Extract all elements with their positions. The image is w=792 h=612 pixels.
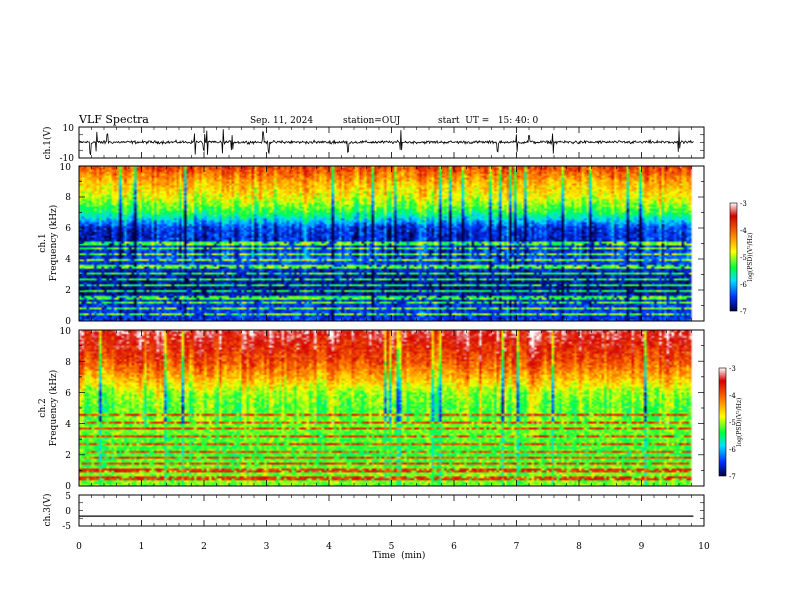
- ch3-ylabel: ch.3(V): [42, 494, 53, 527]
- ch1-waveform-panel: 10 -10 ch.1(V): [42, 124, 705, 164]
- ch1-colorbar-label: log(PSD)(V²/Hz): [747, 233, 754, 282]
- ch1-colorbar-tick-7: -7: [740, 308, 747, 316]
- x-tick-label: 3: [264, 542, 270, 552]
- ch2-colorbar-tick-3: -3: [729, 365, 736, 373]
- ch2-spec-ytick-4: 4: [65, 420, 71, 430]
- ch2-colorbar: -3 -4 -5 -6 -7 log(PSD)(V²/Hz): [718, 365, 743, 481]
- ch1-spec-ylabel-frequency: Frequency (kHz): [48, 205, 59, 282]
- ch3-ytick-top: 5: [65, 492, 71, 502]
- ch1-waveform-ticks: [78, 126, 705, 159]
- ch2-colorbar-tick-7: -7: [729, 473, 736, 481]
- ch1-colorbar-tick-5: -5: [740, 254, 747, 262]
- ch2-colorbar-tick-6: -6: [729, 446, 736, 454]
- ch2-spec-ytick-2: 2: [65, 451, 71, 461]
- ch3-waveform-ticks: [78, 494, 705, 527]
- ch1-ytick-top: 10: [63, 124, 75, 134]
- ch3-ytick-mid: 0: [65, 507, 71, 517]
- ch3-ytick-bottom: -5: [62, 522, 71, 532]
- ch1-ytick-bottom: -10: [60, 154, 75, 164]
- ch1-spectrogram-ticks: [78, 165, 705, 322]
- ch1-spec-ylabel-channel: ch.1: [38, 233, 48, 252]
- ch2-spec-ytick-0: 0: [65, 482, 71, 492]
- ch2-colorbar-tick-5: -5: [729, 419, 736, 427]
- ch2-spec-ylabel-channel: ch.2: [38, 398, 48, 417]
- ch1-spec-ytick-8: 8: [65, 193, 71, 203]
- ch2-colorbar-gradient: [718, 367, 727, 477]
- x-tick-label: 4: [326, 542, 332, 552]
- ch1-spec-ytick-2: 2: [65, 286, 71, 296]
- ch2-spec-ytick-6: 6: [65, 389, 71, 399]
- ch1-colorbar-gradient: [729, 202, 738, 312]
- ch2-spectrogram-ticks: [78, 329, 705, 487]
- x-tick-label: 8: [576, 542, 582, 552]
- ch1-ylabel: ch.1(V): [42, 127, 53, 160]
- x-tick-label: 7: [514, 542, 520, 552]
- ch2-spec-ylabel-frequency: Frequency (kHz): [48, 370, 59, 447]
- x-axis-label: Time (min): [373, 550, 426, 561]
- ch2-colorbar-label: log(PSD)(V²/Hz): [736, 398, 743, 447]
- x-tick-label: 0: [76, 542, 82, 552]
- figure-title: VLF Spectra: [78, 113, 149, 126]
- ch1-spectrogram-panel: 0 2 4 6 8 10 ch.1 Frequency (kHz): [38, 163, 705, 327]
- spectrogram-image: [79, 166, 704, 321]
- ch1-spec-ytick-6: 6: [65, 224, 71, 234]
- ch1-spec-ytick-4: 4: [65, 255, 71, 265]
- ch1-colorbar-tick-3: -3: [740, 200, 747, 208]
- ch1-spec-ytick-0: 0: [65, 317, 71, 327]
- station-label: station=OUJ: [343, 116, 401, 126]
- waveform-line: [78, 129, 694, 156]
- ch1-spec-ytick-10: 10: [60, 163, 72, 173]
- figure-header: VLF Spectra Sep. 11, 2024 station=OUJ st…: [78, 113, 539, 126]
- time-axis: 0 1 2 3 4 5 6 7 8 9 10: [76, 542, 710, 552]
- x-tick-label: 5: [389, 542, 395, 552]
- ch3-waveform-panel: 5 0 -5 ch.3(V): [42, 492, 705, 532]
- x-tick-label: 2: [201, 542, 207, 552]
- ch2-spectrogram-panel: 0 2 4 6 8 10 ch.2 Frequency (kHz): [38, 327, 705, 492]
- date-label: Sep. 11, 2024: [250, 116, 313, 126]
- x-tick-label: 6: [451, 542, 457, 552]
- ch2-colorbar-tick-4: -4: [729, 392, 736, 400]
- ch1-colorbar-tick-4: -4: [740, 227, 747, 235]
- x-tick-label: 1: [139, 542, 145, 552]
- ch1-colorbar-tick-6: -6: [740, 281, 747, 289]
- ch1-waveform-trace: [78, 129, 694, 156]
- start-time-label: start UT = 15: 40: 0: [438, 116, 539, 126]
- x-tick-label: 9: [639, 542, 645, 552]
- x-tick-label: 10: [698, 542, 710, 552]
- ch1-colorbar: -3 -4 -5 -6 -7 log(PSD)(V²/Hz): [729, 200, 754, 316]
- spectrogram-image: [79, 330, 704, 486]
- ch2-spec-ytick-8: 8: [65, 358, 71, 368]
- ch2-spec-ytick-10: 10: [60, 327, 72, 337]
